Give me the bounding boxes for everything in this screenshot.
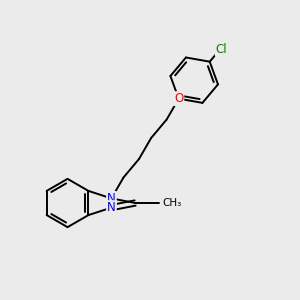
Text: Cl: Cl <box>216 43 227 56</box>
Text: N: N <box>107 201 116 214</box>
Text: O: O <box>174 92 183 105</box>
Text: CH₃: CH₃ <box>162 198 182 208</box>
Text: N: N <box>107 192 116 205</box>
